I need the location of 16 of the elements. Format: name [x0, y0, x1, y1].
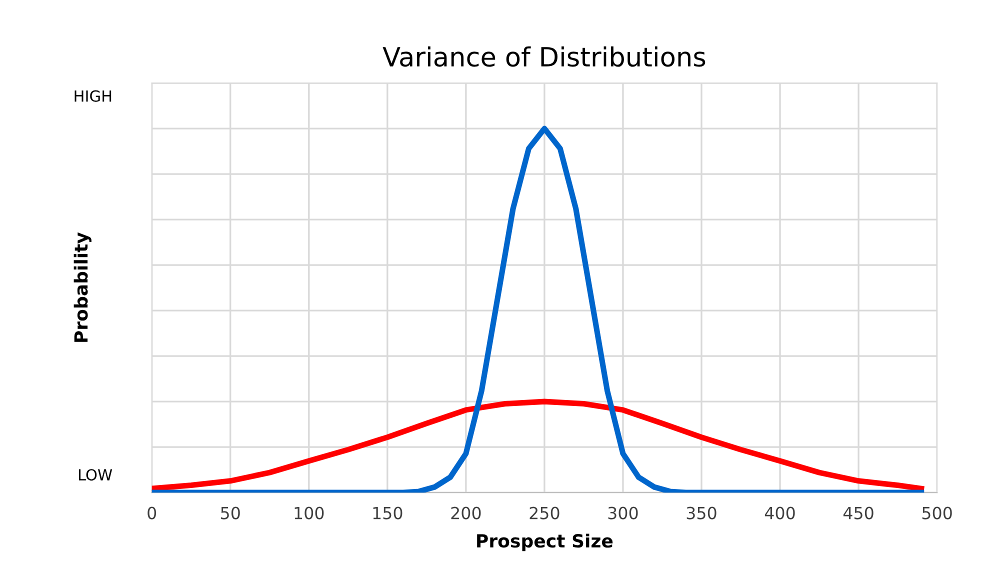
x-tick-label: 200 [451, 506, 481, 520]
x-tick-label: 450 [843, 506, 874, 520]
x-axis-title: Prospect Size [477, 534, 613, 552]
x-tick-label: 350 [686, 506, 716, 520]
x-tick-label: 50 [221, 506, 240, 520]
x-tick-label: 250 [530, 506, 560, 520]
text: LOW [78, 469, 112, 481]
x-tick-label: 100 [294, 506, 324, 520]
x-tick-label: 0 [148, 506, 156, 520]
chart-title: Variance of Distributions [382, 46, 706, 67]
text: HIGH [74, 90, 112, 102]
x-tick-label: 300 [608, 506, 638, 520]
x-tick-label: 500 [922, 506, 952, 520]
x-tick-label: 150 [373, 506, 402, 520]
x-tick-label: 400 [764, 506, 795, 520]
y-axis-title: Probability [74, 232, 92, 342]
